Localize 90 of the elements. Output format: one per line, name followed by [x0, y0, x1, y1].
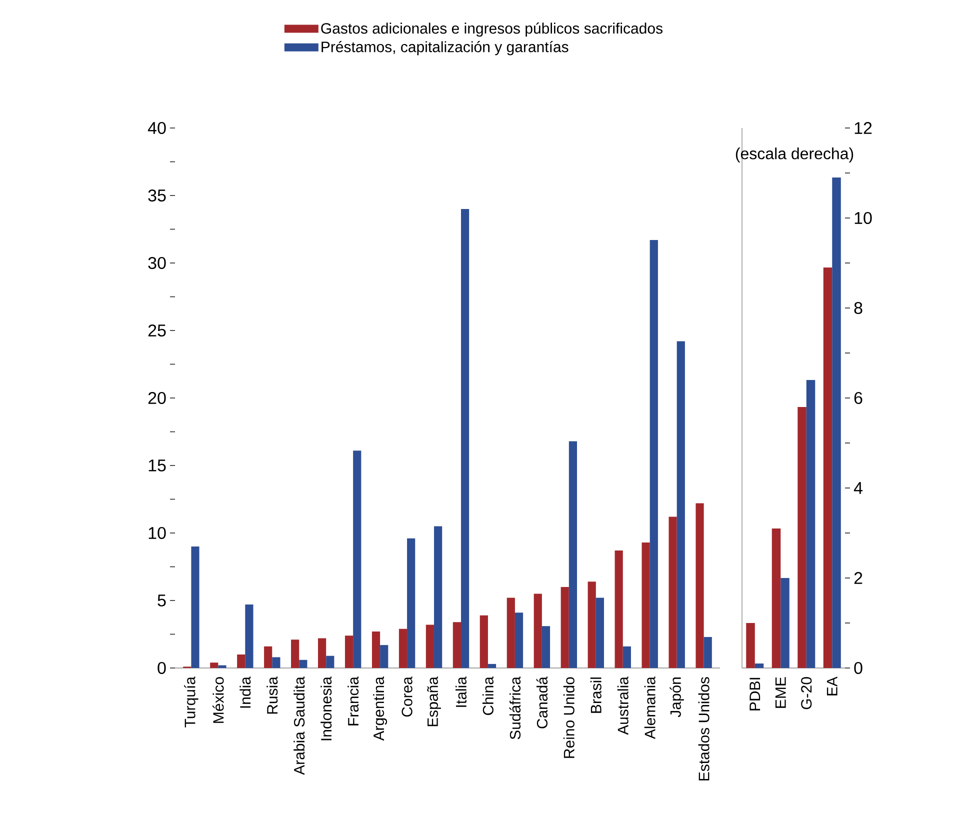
y-tick-label: 40 — [148, 122, 166, 134]
bar — [326, 656, 334, 668]
annotation: (escala derecha) — [736, 148, 854, 162]
bar — [245, 604, 254, 668]
x-tick-label: Rusia — [266, 676, 278, 714]
bar — [542, 626, 550, 668]
y-tick-label: 30 — [148, 256, 166, 270]
bar — [614, 550, 623, 668]
x-tick-label: Italia — [455, 676, 466, 707]
x-tick-label: Japón — [670, 678, 684, 718]
bar — [622, 646, 631, 668]
x-tick-label: EA — [826, 676, 838, 696]
bar — [434, 526, 442, 668]
y-tick-label: 20 — [148, 392, 166, 404]
x-tick-label: Canadá — [536, 676, 548, 728]
y-tick-label: 0 — [158, 662, 166, 674]
x-tick-label: PDBI — [750, 678, 760, 710]
bar — [668, 516, 677, 668]
bar — [372, 632, 380, 668]
legend-label: Préstamos, capitalización y garantías — [322, 41, 568, 56]
x-tick-label: G-20 — [801, 677, 812, 710]
bar — [676, 341, 685, 668]
bar — [380, 645, 388, 668]
x-tick-label: México — [212, 677, 224, 723]
bar — [506, 598, 515, 668]
bar — [588, 582, 596, 668]
x-tick-label: Reino Unido — [563, 677, 574, 758]
bar — [754, 664, 764, 668]
bar — [696, 503, 704, 668]
bar — [772, 528, 781, 668]
bar — [210, 662, 218, 668]
bar — [780, 578, 790, 668]
y-tick-label: 5 — [158, 594, 166, 606]
bar — [560, 587, 569, 668]
bar — [272, 657, 280, 668]
bar — [318, 638, 326, 668]
y-tick-label: 25 — [148, 324, 166, 337]
x-tick-label: Estados Unidos — [698, 677, 710, 780]
y-tick-label: 0 — [854, 662, 862, 674]
bar — [488, 664, 496, 668]
bar — [534, 594, 542, 668]
bar — [264, 646, 272, 668]
x-tick-label: Alemania — [644, 676, 656, 740]
bar — [237, 654, 246, 668]
bar — [460, 209, 470, 668]
x-tick-label: India — [240, 676, 251, 708]
bar — [299, 660, 308, 668]
y-tick-label: 35 — [148, 189, 166, 202]
bar — [398, 628, 408, 668]
x-tick-label: Francia — [348, 676, 359, 726]
legend-label: Gastos adicionales e ingresos públicos sacrificados — [321, 22, 662, 37]
bar — [832, 177, 841, 668]
y-tick-label: 10 — [854, 212, 872, 224]
x-tick-label: Turquía — [184, 676, 198, 728]
bar — [426, 624, 434, 668]
y-tick-label: 10 — [148, 526, 166, 540]
x-tick-label: Arabia Saudita — [294, 676, 305, 775]
bar — [218, 665, 226, 668]
y-tick-label: 12 — [854, 122, 872, 134]
bar — [746, 622, 755, 668]
x-tick-label: China — [482, 676, 494, 715]
x-tick-label: España — [427, 676, 441, 726]
bar — [344, 636, 354, 668]
bar — [191, 546, 200, 668]
bar — [353, 450, 362, 668]
bar — [568, 441, 578, 668]
bar — [452, 622, 461, 668]
y-tick-label: 6 — [854, 392, 862, 404]
x-tick-label: Brasil — [590, 678, 602, 713]
x-tick-label: Sudáfrica — [509, 676, 521, 740]
bar — [514, 612, 524, 668]
x-tick-label: Indonesia — [320, 676, 332, 740]
bar — [291, 640, 300, 668]
bar — [642, 542, 650, 668]
bar — [798, 406, 806, 668]
bar — [650, 240, 658, 668]
bar — [596, 598, 604, 668]
bar — [806, 380, 816, 668]
x-tick-label: EME — [775, 677, 786, 708]
bar — [823, 267, 832, 668]
x-tick-label: Corea — [402, 676, 412, 717]
x-tick-label: Argentina — [373, 676, 388, 741]
bar — [407, 538, 416, 668]
y-tick-label: 2 — [854, 572, 862, 584]
bar — [704, 636, 712, 668]
y-tick-label: 4 — [854, 482, 862, 494]
y-tick-label: 15 — [148, 460, 166, 472]
y-tick-label: 8 — [854, 302, 862, 314]
x-tick-label: Australia — [617, 676, 628, 735]
bar — [480, 615, 488, 668]
